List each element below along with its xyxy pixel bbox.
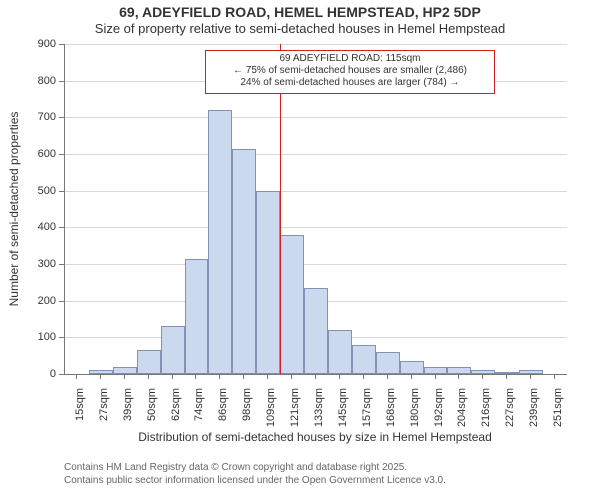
x-tick-label: 74sqm <box>193 388 205 421</box>
y-tick-label: 100 <box>0 331 56 343</box>
plot-area: 69 ADEYFIELD ROAD: 115sqm← 75% of semi-d… <box>64 44 567 375</box>
histogram-bar <box>208 110 232 374</box>
x-tick-label: 180sqm <box>409 388 421 427</box>
x-tick-label: 27sqm <box>98 388 110 421</box>
y-tick-label: 800 <box>0 75 56 87</box>
x-tick-label: 62sqm <box>170 388 182 421</box>
histogram-bar <box>232 149 256 375</box>
x-tick-mark <box>267 374 268 379</box>
histogram-bar <box>447 367 471 374</box>
y-tick-mark <box>59 227 64 228</box>
x-tick-label: 39sqm <box>122 388 134 421</box>
footer-attribution: Contains HM Land Registry data © Crown c… <box>64 462 446 487</box>
y-tick-mark <box>59 264 64 265</box>
y-tick-label: 900 <box>0 38 56 50</box>
x-tick-mark <box>482 374 483 379</box>
x-axis-label: Distribution of semi-detached houses by … <box>138 430 492 444</box>
x-tick-mark <box>291 374 292 379</box>
y-tick-mark <box>59 301 64 302</box>
x-tick-label: 15sqm <box>74 388 86 421</box>
y-tick-mark <box>59 191 64 192</box>
x-tick-label: 239sqm <box>528 388 540 427</box>
y-gridline <box>65 154 567 155</box>
x-tick-label: 98sqm <box>241 388 253 421</box>
x-tick-mark <box>458 374 459 379</box>
x-tick-label: 204sqm <box>456 388 468 427</box>
x-tick-mark <box>554 374 555 379</box>
callout-line: ← 75% of semi-detached houses are smalle… <box>210 65 490 77</box>
y-tick-mark <box>59 374 64 375</box>
histogram-bar <box>280 235 304 374</box>
x-tick-label: 251sqm <box>552 388 564 427</box>
histogram-bar <box>256 191 280 374</box>
x-tick-mark <box>195 374 196 379</box>
y-tick-mark <box>59 81 64 82</box>
x-tick-label: 157sqm <box>361 388 373 427</box>
histogram-bar <box>304 288 328 374</box>
histogram-bar <box>376 352 400 374</box>
x-tick-mark <box>506 374 507 379</box>
histogram-bar <box>185 259 209 375</box>
x-tick-mark <box>172 374 173 379</box>
y-gridline <box>65 44 567 45</box>
y-gridline <box>65 191 567 192</box>
y-tick-mark <box>59 337 64 338</box>
histogram-bar <box>328 330 352 374</box>
footer-line: Contains public sector information licen… <box>64 475 446 488</box>
page-subtitle: Size of property relative to semi-detach… <box>0 21 600 36</box>
x-tick-label: 121sqm <box>289 388 301 427</box>
x-tick-mark <box>339 374 340 379</box>
histogram-bar <box>424 367 448 374</box>
histogram-bar <box>400 361 424 374</box>
x-tick-mark <box>219 374 220 379</box>
x-tick-label: 216sqm <box>480 388 492 427</box>
y-tick-mark <box>59 154 64 155</box>
x-tick-label: 192sqm <box>433 388 445 427</box>
x-tick-label: 133sqm <box>313 388 325 427</box>
histogram-bar <box>113 367 137 374</box>
x-tick-label: 50sqm <box>146 388 158 421</box>
x-tick-mark <box>76 374 77 379</box>
histogram-bar <box>161 326 185 374</box>
footer-line: Contains HM Land Registry data © Crown c… <box>64 462 446 475</box>
x-tick-label: 168sqm <box>385 388 397 427</box>
x-tick-mark <box>148 374 149 379</box>
x-tick-mark <box>530 374 531 379</box>
histogram-bar <box>352 345 376 374</box>
x-tick-mark <box>387 374 388 379</box>
y-gridline <box>65 227 567 228</box>
y-tick-label: 0 <box>0 368 56 380</box>
y-gridline <box>65 117 567 118</box>
y-axis-label: Number of semi-detached properties <box>7 112 21 307</box>
x-tick-mark <box>363 374 364 379</box>
x-tick-mark <box>243 374 244 379</box>
x-tick-mark <box>411 374 412 379</box>
x-tick-mark <box>435 374 436 379</box>
callout-line: 69 ADEYFIELD ROAD: 115sqm <box>210 53 490 65</box>
y-gridline <box>65 264 567 265</box>
x-tick-label: 145sqm <box>337 388 349 427</box>
callout-box: 69 ADEYFIELD ROAD: 115sqm← 75% of semi-d… <box>205 50 495 94</box>
x-tick-mark <box>100 374 101 379</box>
x-tick-label: 86sqm <box>217 388 229 421</box>
x-tick-mark <box>315 374 316 379</box>
page-title: 69, ADEYFIELD ROAD, HEMEL HEMPSTEAD, HP2… <box>0 4 600 20</box>
y-tick-mark <box>59 117 64 118</box>
callout-line: 24% of semi-detached houses are larger (… <box>210 77 490 89</box>
x-tick-label: 227sqm <box>504 388 516 427</box>
x-tick-label: 109sqm <box>265 388 277 427</box>
x-tick-mark <box>124 374 125 379</box>
histogram-bar <box>137 350 161 374</box>
y-tick-mark <box>59 44 64 45</box>
